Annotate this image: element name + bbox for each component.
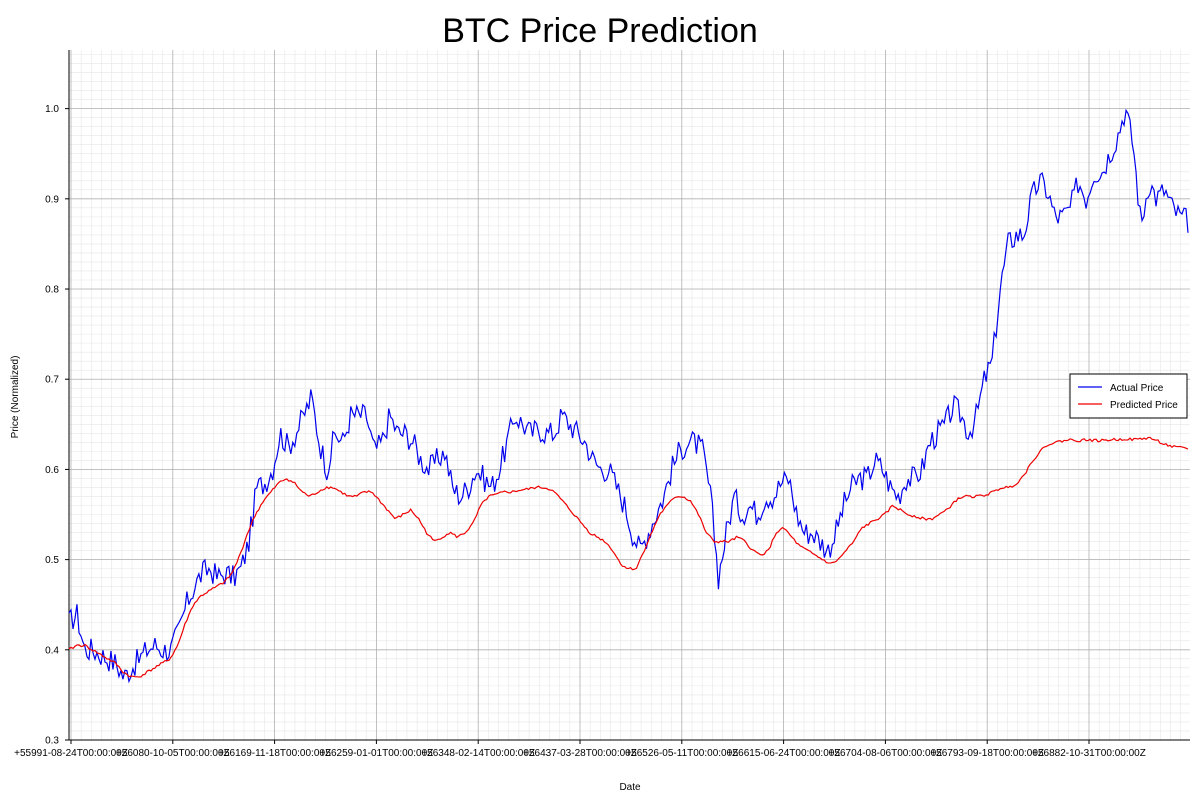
actual-price-line [68, 108, 1189, 684]
y-tick-label: 0.5 [45, 555, 59, 566]
y-tick-label: 0.8 [45, 285, 59, 296]
y-tick-label: 0.6 [45, 465, 59, 476]
legend-box [1069, 373, 1188, 419]
y-axis-label: Price (Normalized) [10, 356, 21, 439]
legend-label-actual: Actual Price [1110, 383, 1164, 394]
y-tick-label: 0.9 [45, 194, 59, 205]
chart-legend: Actual Price Predicted Price [1069, 373, 1188, 419]
major-gridlines [69, 50, 1190, 741]
x-tick-label: +55991-08-24T00:00:00Z [14, 748, 128, 759]
chart-title: BTC Price Prediction [442, 12, 758, 50]
legend-label-predicted: Predicted Price [1110, 400, 1178, 411]
x-tick-label: +56348-02-14T00:00:00Z [421, 748, 535, 759]
y-tick-label: 0.3 [45, 736, 59, 747]
x-axis-label: Date [619, 782, 641, 793]
y-tick-label: 1.0 [45, 104, 59, 115]
x-tick-label: +56259-01-01T00:00:00Z [320, 748, 434, 759]
y-tick-label: 0.4 [45, 645, 59, 656]
minor-gridlines [69, 50, 1190, 741]
x-tick-label: +56615-06-24T00:00:00Z [727, 748, 841, 759]
x-tick-label: +56437-03-28T00:00:00Z [523, 748, 637, 759]
x-tick-label: +56882-10-31T00:00:00Z [1032, 748, 1146, 759]
x-tick-label: +56704-08-06T00:00:00Z [829, 748, 943, 759]
y-tick-label: 0.7 [45, 375, 59, 386]
predicted-price-line [68, 436, 1189, 678]
x-tick-label: +56080-10-05T00:00:00Z [116, 748, 230, 759]
x-tick-label: +56526-05-11T00:00:00Z [625, 748, 738, 759]
x-tick-label: +56793-09-18T00:00:00Z [930, 748, 1044, 759]
x-tick-label: +56169-11-18T00:00:00Z [218, 748, 331, 759]
y-axis-ticks: 0.3 0.4 0.5 0.6 0.7 0.8 0.9 1.0 [45, 104, 69, 747]
x-axis-ticks: +55991-08-24T00:00:00Z+56080-10-05T00:00… [14, 740, 1146, 759]
